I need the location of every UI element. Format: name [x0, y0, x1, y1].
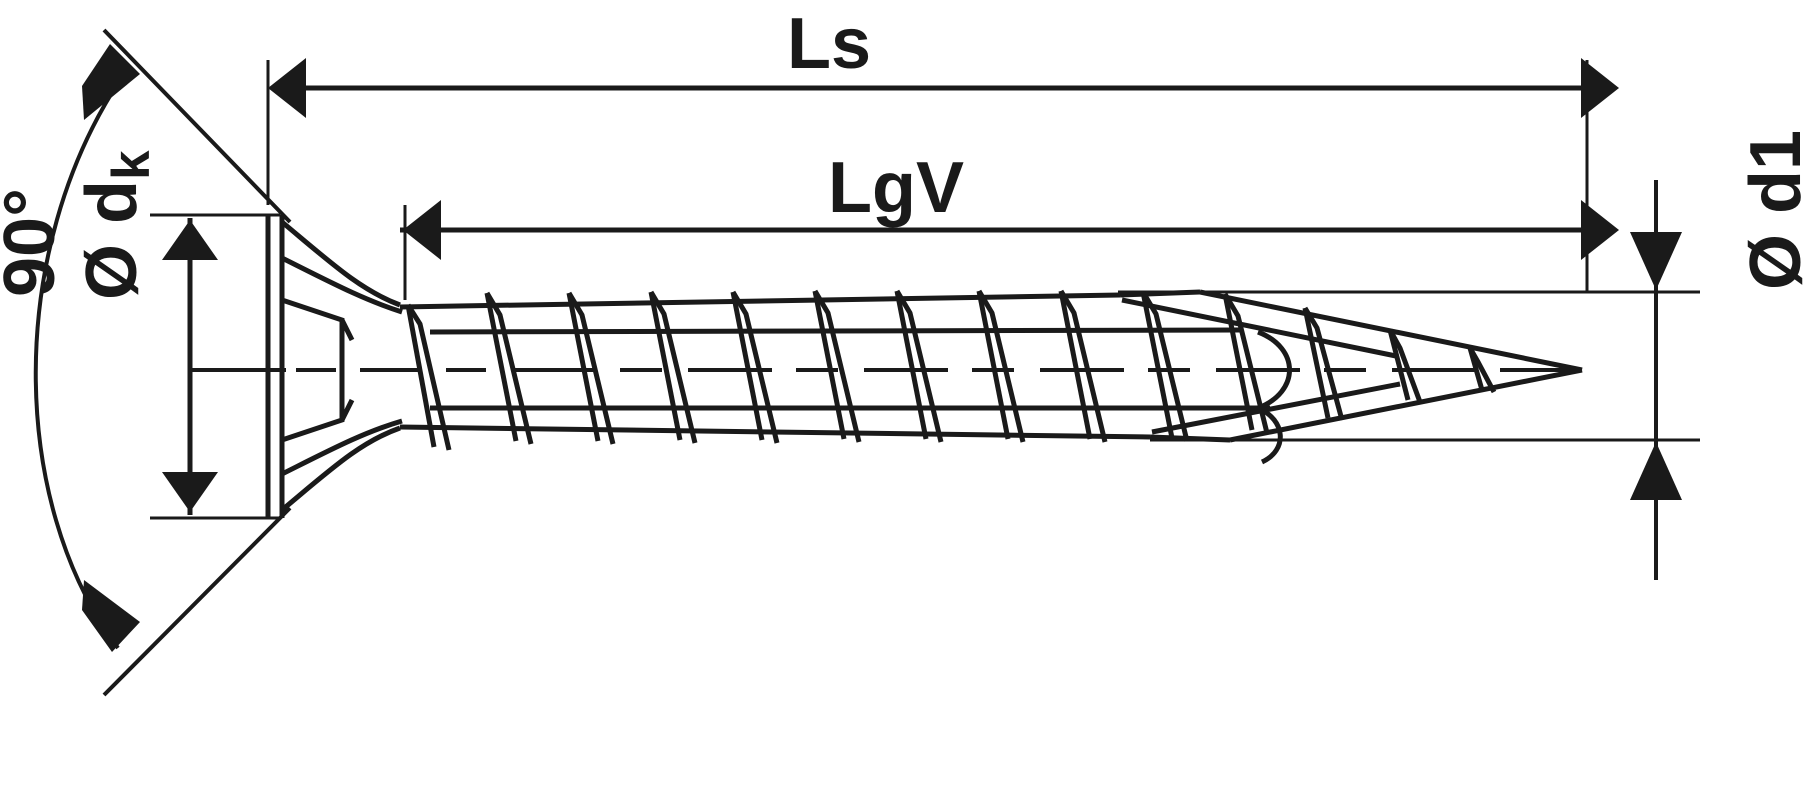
thread-flank	[976, 289, 1026, 443]
arrowhead-d1-bottom	[1630, 442, 1682, 500]
notch-arc-lower	[1256, 405, 1283, 465]
screw-shank	[399, 292, 1270, 440]
drive-recess-step-bottom	[339, 398, 355, 422]
thread-flank	[894, 290, 929, 440]
dimension-label-angle: 90°	[0, 188, 70, 297]
arrowhead-angle-top	[82, 44, 140, 120]
dk-prefix: Ø d	[72, 180, 152, 300]
thread-flank	[1222, 293, 1255, 431]
thread-flank	[1058, 289, 1108, 443]
arrowhead-ls-right	[1581, 58, 1619, 118]
angle-indicator-90	[33, 28, 292, 697]
tip-shoulder-top	[1119, 289, 1201, 298]
arrowhead-d1-top	[1630, 232, 1682, 290]
thread-flank	[1140, 290, 1190, 442]
arrowhead-ls-left	[268, 58, 306, 118]
thread-flank	[566, 291, 616, 445]
tip-shoulder-bottom	[1149, 434, 1231, 443]
thread-flank	[405, 304, 437, 448]
drive-recess-step-top	[339, 318, 355, 342]
thread-flank	[648, 291, 683, 441]
angle-leg-lower	[102, 506, 292, 697]
angle-arc-90	[33, 78, 122, 650]
thread-flank	[1467, 346, 1497, 394]
extension-lines	[150, 60, 1700, 520]
thread-flank	[730, 291, 765, 441]
head-cone-upper-inner	[280, 255, 403, 315]
drive-recess-profile	[281, 297, 345, 443]
d1-subscript: 1	[1736, 129, 1811, 170]
head-cone-upper	[280, 220, 401, 308]
dimension-label-d1: Ø d1	[1736, 70, 1811, 290]
drive-recess	[281, 297, 355, 443]
arrowhead-angle-bottom	[82, 580, 140, 652]
head-cone-lower-inner	[280, 418, 403, 477]
thread-flank	[484, 292, 519, 442]
thread-flank	[812, 290, 847, 440]
arrowhead-dk-bottom	[162, 472, 218, 512]
thread-profile	[405, 289, 1497, 451]
tip-cone-upper	[1199, 289, 1583, 373]
thread-flank	[894, 289, 944, 443]
cutting-notch	[1256, 329, 1292, 465]
shank-root-top	[429, 327, 1241, 335]
head-cone-lower	[280, 425, 401, 512]
thread-flank	[812, 289, 862, 443]
dimension-label-ls: Ls	[787, 4, 872, 84]
arrowhead-dk-top	[162, 220, 218, 260]
screw-head	[265, 215, 403, 518]
arrowhead-lgv-right	[1581, 200, 1619, 260]
dk-subscript: k	[101, 150, 161, 180]
tip-core-lower	[1151, 381, 1401, 435]
d1-prefix: Ø d	[1736, 170, 1811, 290]
shank-crest-top	[399, 292, 1121, 310]
screw-tip	[1119, 289, 1583, 443]
thread-flank	[1058, 290, 1093, 440]
thread-flank	[1387, 329, 1411, 401]
arrowhead-lgv-left	[403, 200, 441, 260]
thread-flank	[405, 303, 452, 451]
notch-arc	[1257, 329, 1292, 411]
thread-flank	[1222, 292, 1270, 434]
tip-core-upper	[1121, 297, 1397, 359]
tip-cone-lower	[1229, 367, 1583, 443]
dimension-label-lgv: LgV	[828, 148, 964, 228]
angle-leg-upper	[102, 28, 292, 224]
dimension-label-dk: Ø dk	[72, 80, 161, 300]
thread-flank	[484, 291, 534, 445]
thread-flank	[566, 292, 601, 442]
thread-flank	[1387, 328, 1423, 403]
thread-flank	[730, 290, 780, 444]
thread-flank	[976, 290, 1011, 440]
thread-flank	[648, 290, 698, 444]
thread-flank	[1140, 291, 1175, 439]
